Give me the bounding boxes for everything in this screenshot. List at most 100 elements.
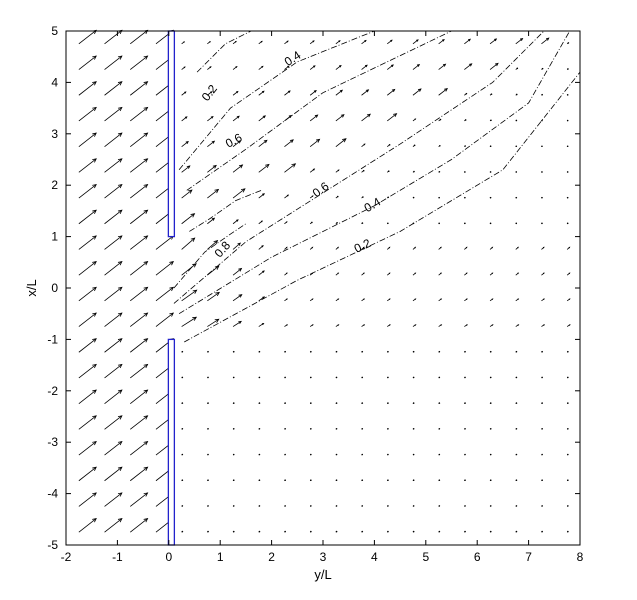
- vector-arrowhead: [192, 316, 198, 321]
- vector-dot: [541, 93, 543, 96]
- vector-arrowhead: [467, 38, 471, 42]
- vector-arrow: [78, 338, 97, 353]
- vector-arrowhead: [92, 158, 97, 163]
- vector-dot: [412, 479, 415, 482]
- x-tick-label: 7: [525, 550, 532, 564]
- vector-dot: [438, 530, 441, 533]
- vector-dot: [541, 119, 543, 122]
- vector-arrowhead: [262, 296, 266, 299]
- vector-arrowhead: [143, 312, 149, 317]
- y-axis-label: x/L: [24, 279, 39, 296]
- vector-arrow: [207, 91, 213, 96]
- vector-dot: [515, 222, 518, 225]
- vector-arrowhead: [211, 217, 216, 221]
- vector-arrow: [258, 139, 268, 147]
- vector-arrowhead: [491, 324, 494, 326]
- vector-dot: [489, 350, 492, 353]
- vector-arrowhead: [238, 164, 244, 169]
- vector-dot: [541, 67, 544, 70]
- vector-arrowhead: [143, 492, 149, 497]
- vector-dot: [412, 428, 415, 430]
- vector-arrow: [309, 138, 320, 147]
- vector-dot: [489, 453, 492, 456]
- vector-arrowhead: [414, 298, 417, 300]
- vector-dot: [181, 479, 184, 482]
- vector-dot: [361, 222, 364, 224]
- vector-arrowhead: [314, 114, 319, 118]
- vector-dot: [310, 376, 312, 379]
- vector-arrow: [361, 89, 369, 96]
- vector-dot: [489, 402, 492, 404]
- vector-arrowhead: [117, 132, 123, 137]
- vector-dot: [541, 196, 543, 199]
- vector-dot: [335, 428, 338, 430]
- vector-arrowhead: [261, 245, 264, 248]
- vector-dot: [567, 402, 569, 404]
- vector-arrowhead: [442, 38, 445, 42]
- vector-arrowhead: [184, 91, 187, 94]
- vector-arrowhead: [440, 324, 443, 326]
- vector-arrow: [284, 90, 291, 96]
- vector-arrow: [181, 116, 188, 122]
- y-tick-label: -3: [47, 435, 58, 449]
- vector-arrowhead: [337, 298, 340, 300]
- vector-arrowhead: [117, 55, 123, 60]
- vector-dot: [541, 222, 543, 225]
- vector-arrowhead: [363, 272, 365, 275]
- vector-arrowhead: [286, 324, 289, 326]
- vector-arrowhead: [440, 298, 443, 300]
- vector-dot: [207, 350, 209, 353]
- vector-dot: [412, 376, 415, 379]
- vector-arrow: [130, 441, 148, 456]
- vector-dot: [310, 505, 312, 507]
- vector-dot: [362, 169, 365, 172]
- vector-arrow: [130, 364, 148, 379]
- vector-dot: [567, 530, 569, 533]
- vector-dot: [515, 350, 518, 353]
- vector-arrowhead: [186, 165, 191, 169]
- vector-dot: [489, 222, 492, 225]
- vector-arrowhead: [311, 195, 314, 198]
- vector-dot: [464, 505, 466, 507]
- vector-arrow: [309, 90, 317, 96]
- vector-arrow: [155, 286, 174, 302]
- vector-dot: [361, 453, 364, 456]
- vector-dot: [489, 171, 492, 173]
- vector-arrowhead: [238, 294, 243, 298]
- vector-arrowhead: [416, 39, 419, 42]
- vector-arrowhead: [337, 169, 340, 172]
- vector-arrowhead: [215, 291, 220, 297]
- vector-arrowhead: [92, 312, 97, 317]
- vector-arrowhead: [311, 246, 314, 249]
- vector-dot: [438, 505, 441, 507]
- vector-arrowhead: [143, 363, 149, 369]
- vector-arrow: [78, 132, 97, 147]
- vector-dot: [567, 505, 569, 507]
- vector-dot: [258, 530, 261, 533]
- vector-dot: [181, 350, 184, 353]
- vector-dot: [387, 222, 389, 225]
- vector-arrowhead: [214, 318, 220, 323]
- vector-arrowhead: [519, 37, 524, 42]
- vector-arrowhead: [143, 158, 149, 163]
- vector-arrowhead: [185, 140, 189, 144]
- contour-line: [186, 30, 452, 191]
- vector-arrowhead: [92, 235, 97, 240]
- vector-arrowhead: [143, 81, 149, 86]
- vector-arrow: [181, 189, 193, 199]
- vector-dot: [387, 170, 390, 172]
- vector-arrow: [78, 441, 97, 456]
- vector-dot: [515, 479, 518, 482]
- vector-dot: [439, 144, 441, 147]
- vector-dot: [515, 376, 518, 379]
- vector-arrow: [258, 270, 265, 276]
- vector-arrow: [207, 318, 219, 327]
- vector-arrow: [335, 138, 347, 147]
- vector-dot: [489, 145, 492, 147]
- vector-dot: [541, 530, 543, 533]
- vector-arrow: [181, 289, 197, 302]
- vector-dot: [464, 119, 467, 121]
- vector-arrow: [232, 219, 239, 225]
- vector-dot: [284, 428, 286, 430]
- vector-dot: [387, 350, 389, 353]
